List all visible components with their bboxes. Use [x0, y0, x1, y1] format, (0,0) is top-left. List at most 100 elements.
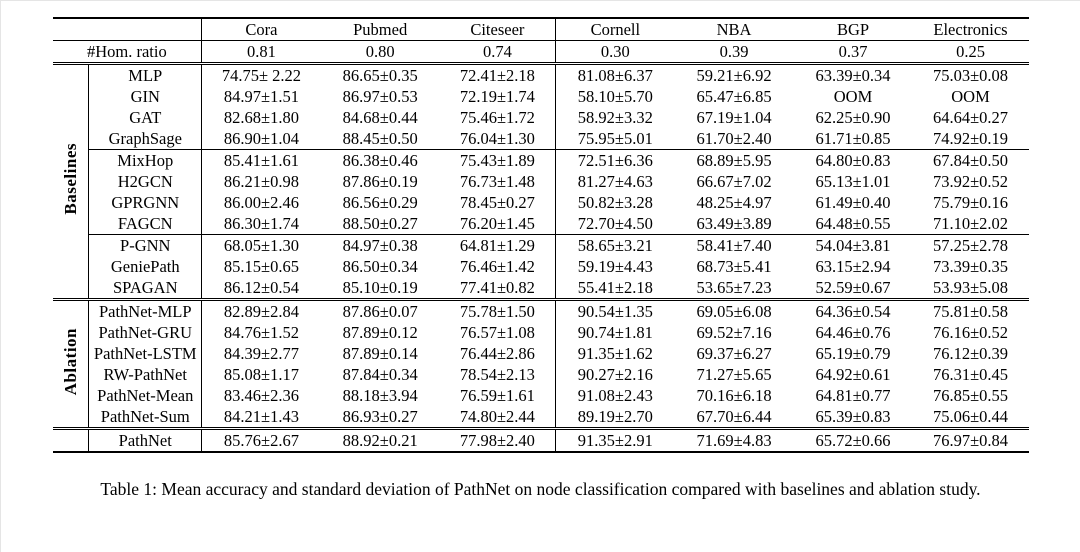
table-row: P-GNN 68.05±1.30 84.97±0.38 64.81±1.29 58.65… [53, 234, 1029, 256]
row-label: SPAGAN [88, 277, 203, 300]
row-label: PathNet-MLP [88, 298, 203, 322]
value-cell: 69.05±6.08 [674, 298, 794, 322]
value-cell: OOM [833, 87, 873, 106]
value-cell: 86.90±1.04 [223, 129, 299, 148]
section-label-baselines: Baselines [52, 63, 90, 300]
table-row: FAGCN 86.30±1.74 88.50±0.27 76.20±1.45 72.70… [53, 213, 1029, 235]
table-row: H2GCN 86.21±0.98 87.86±0.19 76.73±1.48 81.27… [53, 171, 1029, 192]
value-cell: 89.19±2.70 [577, 407, 653, 426]
value-cell: 86.97±0.53 [342, 87, 418, 106]
value-cell: 72.51±6.36 [555, 149, 675, 171]
value-cell: 88.18±3.94 [342, 386, 418, 405]
table-body: Baselines MLP 74.75± 2.22 86.65±0.35 72.41±2… [52, 63, 1029, 452]
value-cell: 58.41±7.40 [674, 234, 794, 256]
row-label: PathNet [88, 427, 203, 452]
value-cell: 77.98±2.40 [439, 427, 557, 452]
value-cell: 65.39±0.83 [815, 407, 891, 426]
row-label: GeniePath [88, 256, 203, 277]
value-cell: 74.75± 2.22 [221, 66, 302, 85]
hom-ratio-value: 0.25 [912, 40, 1029, 65]
value-cell: 68.05±1.30 [201, 234, 321, 256]
row-label: PathNet-GRU [88, 322, 203, 343]
value-cell: 75.03±0.08 [932, 66, 1009, 85]
value-cell: 72.19±1.74 [439, 86, 557, 107]
value-cell: 86.30±1.74 [223, 214, 299, 233]
value-cell: 58.92±3.32 [577, 108, 653, 127]
value-cell: 75.79±0.16 [932, 193, 1009, 212]
value-cell: 64.81±0.77 [815, 386, 891, 405]
value-cell: 58.10±5.70 [577, 87, 653, 106]
value-cell: 64.92±0.61 [815, 365, 891, 384]
value-cell: 87.84±0.34 [342, 365, 418, 384]
value-cell: 84.68±0.44 [342, 108, 418, 127]
value-cell: 69.37±6.27 [696, 344, 772, 363]
table-row-pathnet: PathNet 85.76±2.67 88.92±0.21 77.98±2.40 91.… [52, 427, 1029, 452]
value-cell: 55.41±2.18 [577, 278, 653, 297]
value-cell: 75.46±1.72 [439, 107, 557, 128]
value-cell: 54.04±3.81 [793, 234, 913, 256]
table-row: PathNet-GRU 84.76±1.52 87.89±0.12 76.57±1.0… [53, 322, 1029, 343]
header-spacer [52, 18, 203, 41]
value-cell: 63.15±2.94 [815, 257, 891, 276]
column-header: BGP [793, 18, 913, 41]
value-cell: 76.59±1.61 [439, 385, 557, 406]
value-cell: 71.69±4.83 [674, 427, 794, 452]
value-cell: 91.35±2.91 [555, 427, 675, 452]
table-row: PathNet-LSTM 84.39±2.77 87.89±0.14 76.44±2.… [53, 343, 1029, 364]
value-cell: 64.64±0.27 [932, 108, 1009, 127]
column-header: NBA [674, 18, 794, 41]
value-cell: 65.47±6.85 [696, 87, 772, 106]
results-table: Cora Pubmed Citeseer Cornell NBA BGP Electroni… [52, 17, 1029, 453]
row-label: MixHop [88, 149, 203, 171]
value-cell: 82.68±1.80 [223, 108, 299, 127]
value-cell: 68.89±5.95 [674, 149, 794, 171]
value-cell: 85.10±0.19 [342, 278, 418, 297]
value-cell: 76.20±1.45 [439, 213, 557, 235]
value-cell: 61.70±2.40 [696, 129, 772, 148]
value-cell: 76.46±1.42 [439, 256, 557, 277]
value-cell: 53.93±5.08 [932, 278, 1009, 297]
section-label-text: Ablation [60, 327, 80, 396]
value-cell: 87.89±0.12 [342, 323, 418, 342]
table-row: RW-PathNet 85.08±1.17 87.84±0.34 78.54±2.13… [53, 364, 1029, 385]
table-header: Cora Pubmed Citeseer Cornell NBA BGP Electroni… [52, 18, 1029, 65]
value-cell: 61.71±0.85 [815, 129, 891, 148]
value-cell: 86.56±0.29 [342, 193, 418, 212]
value-cell: 81.27±4.63 [577, 172, 653, 191]
value-cell: 70.16±6.18 [696, 386, 772, 405]
value-cell: 63.49±3.89 [696, 214, 772, 233]
column-header: Cornell [555, 18, 675, 41]
column-header: Cora [201, 18, 321, 41]
value-cell: 50.82±3.28 [577, 193, 653, 212]
final-row-spacer [52, 427, 90, 452]
value-cell: 53.65±7.23 [696, 278, 772, 297]
row-label: GPRGNN [88, 192, 203, 213]
value-cell: 76.97±0.84 [912, 427, 1029, 452]
value-cell: 84.21±1.43 [223, 407, 299, 426]
value-cell: 69.52±7.16 [696, 323, 772, 342]
value-cell: 52.59±0.67 [815, 278, 891, 297]
value-cell: 84.76±1.52 [223, 323, 299, 342]
value-cell: 84.97±0.38 [320, 234, 440, 256]
row-label: GIN [88, 86, 203, 107]
column-header: Citeseer [439, 18, 557, 41]
value-cell: 77.41±0.82 [439, 277, 557, 300]
table-caption: Table 1: Mean accuracy and standard devi… [100, 479, 981, 499]
value-cell: OOM [951, 87, 990, 106]
value-cell: 62.25±0.90 [815, 108, 891, 127]
value-cell: 65.72±0.66 [793, 427, 913, 452]
row-label: PathNet-Mean [88, 385, 203, 406]
hom-ratio-value: 0.81 [201, 40, 321, 65]
table-row: GIN 84.97±1.51 86.97±0.53 72.19±1.74 58.10±5… [53, 86, 1029, 107]
value-cell: 76.57±1.08 [439, 322, 557, 343]
value-cell: 86.50±0.34 [342, 257, 418, 276]
value-cell: 76.16±0.52 [932, 323, 1009, 342]
value-cell: 86.93±0.27 [342, 407, 418, 426]
value-cell: 73.39±0.35 [932, 257, 1009, 276]
value-cell: 63.39±0.34 [815, 66, 891, 85]
value-cell: 75.78±1.50 [439, 298, 557, 322]
table-row: GPRGNN 86.00±2.46 86.56±0.29 78.45±0.27 50.8… [53, 192, 1029, 213]
value-cell: 86.65±0.35 [342, 66, 418, 85]
value-cell: 85.76±2.67 [201, 427, 321, 452]
hom-ratio-value: 0.74 [439, 40, 557, 65]
